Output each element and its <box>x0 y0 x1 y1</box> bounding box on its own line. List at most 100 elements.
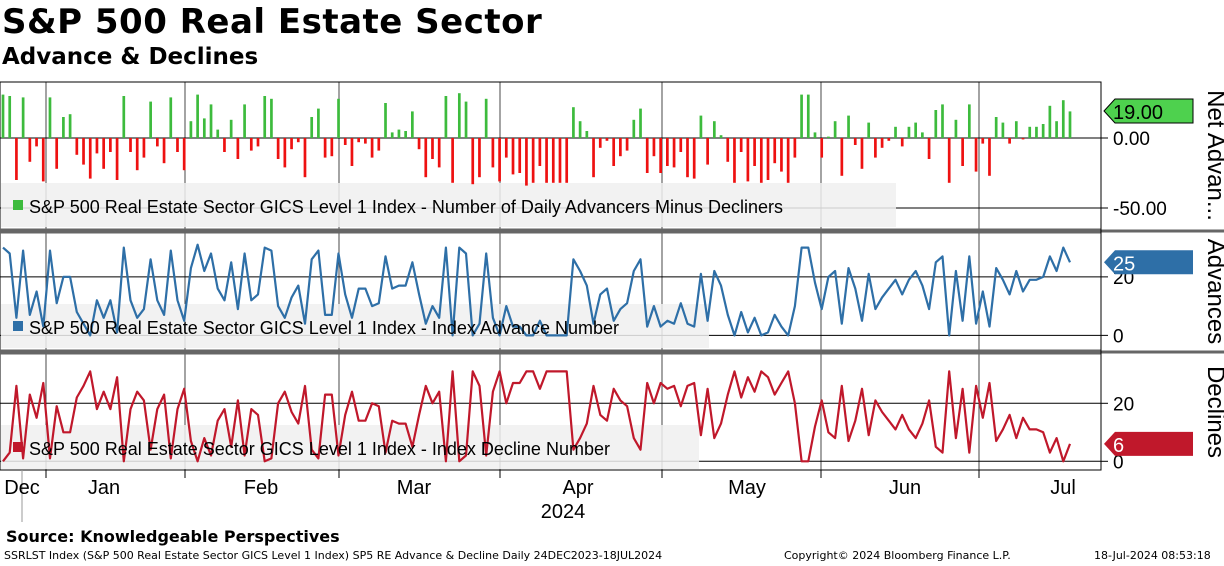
net-bar <box>498 138 501 182</box>
x-tick-label: Jan <box>88 477 120 499</box>
net-bar <box>645 138 649 173</box>
net-bar <box>860 138 864 169</box>
panel-separator <box>0 349 1101 355</box>
net-bar <box>149 101 152 138</box>
x-tick-label: Feb <box>244 477 278 499</box>
net-bar <box>437 138 441 168</box>
adv-axis-label: Advances <box>1202 239 1224 344</box>
net-bar <box>256 138 260 147</box>
net-bar <box>679 138 683 152</box>
net-bar <box>706 138 709 165</box>
adv-tick-label: 0 <box>1113 326 1124 347</box>
net-bar <box>652 138 656 157</box>
net-bar <box>8 96 12 138</box>
net-bar <box>619 138 622 157</box>
net-bar <box>605 138 609 141</box>
net-bar <box>726 138 730 162</box>
source-note: Source: Knowledgeable Perspectives <box>6 527 340 546</box>
net-bar <box>296 138 300 143</box>
net-bar <box>82 138 85 165</box>
net-bar <box>659 138 662 173</box>
net-bar <box>853 138 857 145</box>
net-bar <box>229 119 233 138</box>
net-bar <box>1014 121 1018 138</box>
net-bar <box>1 94 5 138</box>
net-bar <box>350 138 354 166</box>
panel-separator <box>0 228 1101 234</box>
net-bar <box>672 138 676 168</box>
chart-title: S&P 500 Real Estate Sector <box>2 2 543 42</box>
net-bar <box>981 138 985 144</box>
net-bar <box>1068 111 1072 138</box>
net-bar <box>887 138 891 141</box>
net-legend-text: S&P 500 Real Estate Sector GICS Level 1 … <box>29 197 783 217</box>
net-bar <box>243 104 246 138</box>
adv-last-value-label: 25 <box>1113 253 1135 275</box>
net-bar <box>874 138 877 158</box>
net-bar <box>444 96 448 138</box>
net-bar <box>927 138 931 159</box>
net-bar <box>216 129 220 138</box>
net-bar <box>733 138 736 183</box>
net-tick-label: -50.00 <box>1113 199 1167 220</box>
net-bar <box>135 138 139 171</box>
net-bar <box>28 138 32 162</box>
net-last-value-label: 19.00 <box>1113 102 1163 124</box>
net-bar <box>699 115 703 138</box>
net-bar <box>1008 138 1011 144</box>
net-bar <box>612 138 616 166</box>
net-axis-label: Net Advan... <box>1202 90 1224 221</box>
net-bar <box>323 138 327 158</box>
net-bar <box>847 115 850 138</box>
net-bar <box>404 131 407 138</box>
net-bar <box>310 117 314 138</box>
adv-panel: S&P 500 Real Estate Sector GICS Level 1 … <box>0 233 1224 350</box>
net-bar <box>189 121 193 138</box>
net-bar <box>115 138 119 180</box>
chart-subtitle: Advance & Declines <box>2 44 259 70</box>
net-bar <box>102 138 106 169</box>
net-bar <box>68 114 72 138</box>
net-bar <box>317 108 320 138</box>
net-bar <box>35 138 38 147</box>
net-bar <box>934 110 938 138</box>
net-bar <box>236 138 240 159</box>
net-bar <box>511 138 515 175</box>
net-bar <box>48 97 52 138</box>
net-bar <box>1041 124 1045 138</box>
net-bar <box>572 107 575 138</box>
net-bar <box>632 119 636 138</box>
net-bar <box>780 138 783 172</box>
net-bar <box>411 111 414 138</box>
dec-axis-label: Declines <box>1202 366 1224 458</box>
net-bar <box>464 101 468 138</box>
net-bar <box>491 138 495 168</box>
footer-copyright: Copyright© 2024 Bloomberg Finance L.P. <box>784 549 1011 562</box>
net-bar <box>988 138 991 176</box>
net-bar <box>397 129 401 138</box>
net-bar <box>538 138 542 166</box>
dec-panel: S&P 500 Real Estate Sector GICS Level 1 … <box>0 354 1224 473</box>
net-bar <box>592 138 595 178</box>
net-bar <box>914 122 918 138</box>
adv-legend-swatch <box>13 321 23 331</box>
net-bar <box>1061 100 1065 138</box>
net-bar <box>994 117 998 138</box>
net-legend-swatch <box>13 200 23 210</box>
net-legend-box <box>1 183 896 227</box>
net-bar <box>558 138 562 183</box>
net-bar <box>343 138 347 145</box>
net-bar <box>578 121 582 138</box>
net-bar <box>504 138 508 158</box>
net-bar <box>967 104 971 138</box>
net-bar <box>15 138 18 180</box>
net-bar <box>478 138 481 178</box>
net-bar <box>525 138 528 186</box>
adv-legend-text: S&P 500 Real Estate Sector GICS Level 1 … <box>29 318 619 338</box>
net-bar <box>276 138 280 159</box>
net-bar <box>773 138 777 164</box>
net-bar <box>518 138 522 173</box>
net-bar <box>370 138 374 158</box>
net-bar <box>88 138 92 179</box>
